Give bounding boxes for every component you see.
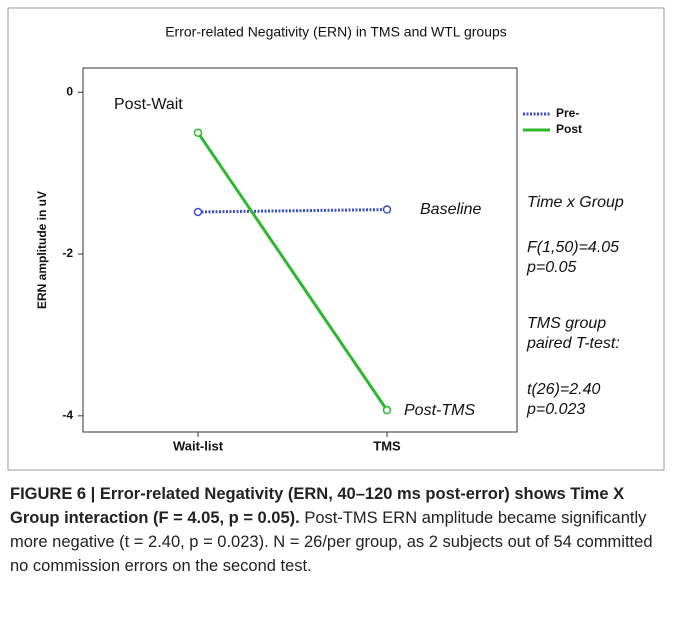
x-tick-label: Wait-list xyxy=(173,438,224,453)
y-tick-label: -4 xyxy=(62,408,73,422)
x-tick-label: TMS xyxy=(373,438,401,453)
y-tick-label: -2 xyxy=(62,246,73,260)
point xyxy=(382,205,392,214)
annotation: Baseline xyxy=(420,201,481,218)
annotation: Post-Wait xyxy=(114,96,183,113)
chart-title: Error-related Negativity (ERN) in TMS an… xyxy=(165,24,507,40)
stat-text: Time x Group xyxy=(527,194,624,211)
stat-text: TMS group xyxy=(527,315,606,332)
stat-text: F(1,50)=4.05 xyxy=(527,239,619,256)
chart: Error-related Negativity (ERN) in TMS an… xyxy=(7,7,665,471)
point xyxy=(193,207,203,217)
caption-text: Post-TMS ERN amplitude became significan… xyxy=(10,509,653,575)
stat-text: paired T-test: xyxy=(526,335,620,352)
plot-area xyxy=(82,67,518,433)
frame xyxy=(7,7,665,471)
y-tick-label: 0 xyxy=(66,84,73,98)
legend-label: Pre- xyxy=(556,106,579,120)
series-line xyxy=(196,131,389,412)
legend-label: Post xyxy=(556,122,582,136)
series-line xyxy=(197,208,388,214)
point xyxy=(382,405,392,415)
y-axis-label: ERN amplitude in uV xyxy=(35,191,49,309)
stat-text: t(26)=2.40 xyxy=(527,381,600,398)
stat-text: p=0.05 xyxy=(526,259,576,276)
caption-bold: FIGURE 6 | Error-related Negativity (ERN… xyxy=(10,485,625,527)
point xyxy=(193,128,203,137)
annotation: Post-TMS xyxy=(404,402,475,419)
stat-text: p=0.023 xyxy=(526,401,585,418)
caption: FIGURE 6 | Error-related Negativity (ERN… xyxy=(10,482,660,578)
